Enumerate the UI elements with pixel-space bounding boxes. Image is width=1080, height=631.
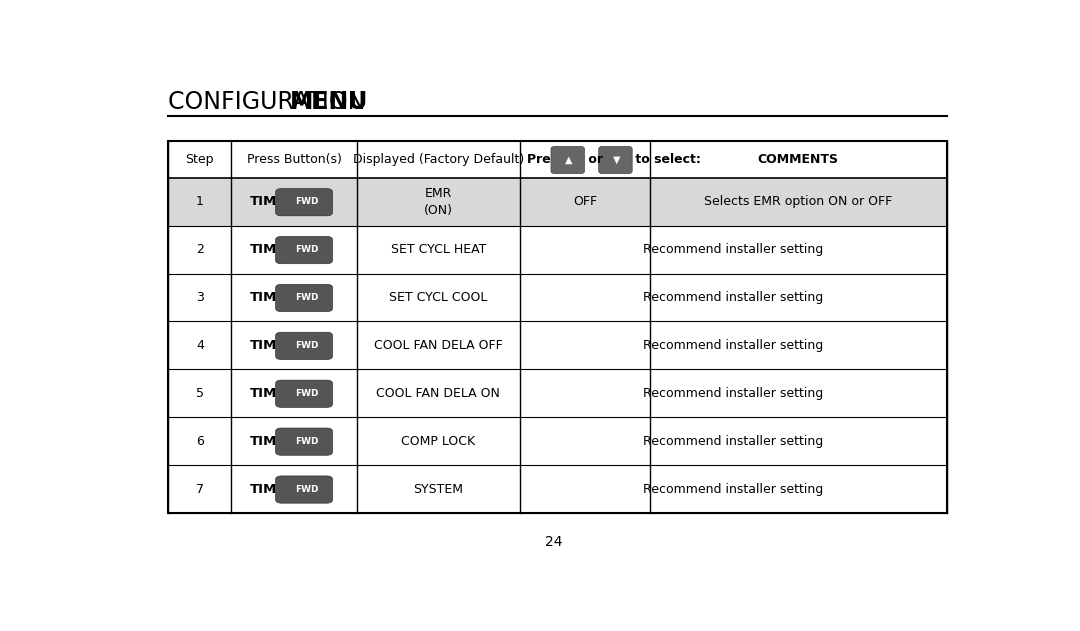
- Bar: [168, 141, 947, 178]
- FancyBboxPatch shape: [275, 237, 333, 264]
- Text: FWD: FWD: [295, 341, 319, 350]
- Text: COOL FAN DELA OFF: COOL FAN DELA OFF: [374, 339, 503, 352]
- Text: 1: 1: [195, 195, 204, 208]
- Text: ▼: ▼: [612, 155, 620, 165]
- Text: ▲: ▲: [565, 155, 572, 165]
- Text: FWD: FWD: [295, 437, 319, 445]
- Text: COMMENTS: COMMENTS: [758, 153, 839, 166]
- Text: 4: 4: [195, 339, 204, 352]
- Text: Recommend installer setting: Recommend installer setting: [644, 435, 824, 447]
- Text: MENU: MENU: [289, 90, 368, 114]
- Text: FWD: FWD: [295, 293, 319, 302]
- Text: Press Button(s): Press Button(s): [246, 153, 341, 166]
- Text: TIME: TIME: [249, 387, 286, 400]
- FancyBboxPatch shape: [275, 380, 333, 408]
- Text: TIME: TIME: [249, 435, 286, 447]
- Text: SYSTEM: SYSTEM: [414, 483, 463, 495]
- Bar: [168, 141, 947, 513]
- Text: or: or: [584, 153, 608, 166]
- Text: Recommend installer setting: Recommend installer setting: [644, 387, 824, 400]
- FancyBboxPatch shape: [275, 428, 333, 455]
- Text: 2: 2: [195, 243, 204, 256]
- Bar: [168, 178, 947, 226]
- Text: Selects EMR option ON or OFF: Selects EMR option ON or OFF: [704, 195, 892, 208]
- Text: COOL FAN DELA ON: COOL FAN DELA ON: [377, 387, 500, 400]
- Text: 24: 24: [544, 535, 563, 549]
- Text: SET CYCL COOL: SET CYCL COOL: [389, 291, 487, 304]
- Text: Recommend installer setting: Recommend installer setting: [644, 291, 824, 304]
- Text: TIME: TIME: [249, 291, 286, 304]
- FancyBboxPatch shape: [598, 146, 632, 174]
- Text: Displayed (Factory Default): Displayed (Factory Default): [353, 153, 524, 166]
- Text: 7: 7: [195, 483, 204, 495]
- Text: Press: Press: [527, 153, 569, 166]
- Text: Recommend installer setting: Recommend installer setting: [644, 339, 824, 352]
- Text: Recommend installer setting: Recommend installer setting: [644, 243, 824, 256]
- Text: FWD: FWD: [295, 245, 319, 254]
- FancyBboxPatch shape: [275, 333, 333, 360]
- Text: TIME: TIME: [249, 243, 286, 256]
- Text: Recommend installer setting: Recommend installer setting: [644, 483, 824, 495]
- FancyBboxPatch shape: [551, 146, 584, 174]
- Text: TIME: TIME: [249, 483, 286, 495]
- Text: TIME: TIME: [249, 195, 286, 208]
- Text: TIME: TIME: [249, 339, 286, 352]
- Text: to select:: to select:: [632, 153, 701, 166]
- Text: FWD: FWD: [295, 485, 319, 493]
- Text: SET CYCL HEAT: SET CYCL HEAT: [391, 243, 486, 256]
- Text: COMP LOCK: COMP LOCK: [402, 435, 475, 447]
- Text: EMR
(ON): EMR (ON): [424, 187, 453, 216]
- Text: FWD: FWD: [295, 198, 319, 206]
- FancyBboxPatch shape: [275, 476, 333, 503]
- Text: 6: 6: [195, 435, 204, 447]
- Text: 3: 3: [195, 291, 204, 304]
- Text: Step: Step: [186, 153, 214, 166]
- Text: FWD: FWD: [295, 389, 319, 398]
- Text: OFF: OFF: [572, 195, 597, 208]
- Text: CONFIGURATION: CONFIGURATION: [168, 90, 374, 114]
- Text: 5: 5: [195, 387, 204, 400]
- FancyBboxPatch shape: [275, 189, 333, 216]
- FancyBboxPatch shape: [275, 285, 333, 312]
